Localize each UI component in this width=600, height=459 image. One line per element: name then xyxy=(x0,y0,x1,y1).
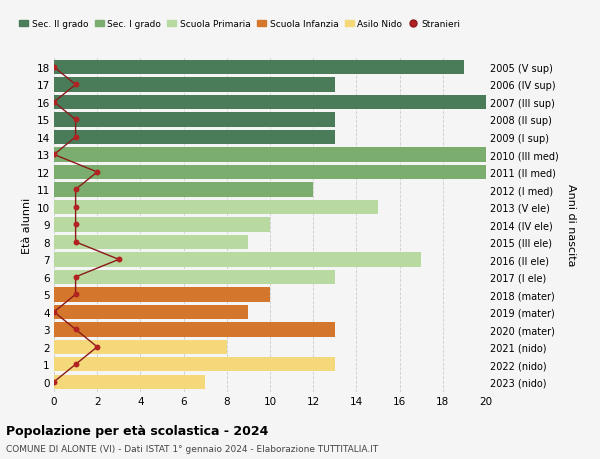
Bar xyxy=(54,130,335,145)
Point xyxy=(92,343,102,351)
Point xyxy=(71,239,80,246)
Bar xyxy=(54,375,205,389)
Point xyxy=(92,169,102,176)
Bar xyxy=(54,270,335,285)
Point xyxy=(49,99,59,106)
Bar xyxy=(54,358,335,372)
Bar xyxy=(54,287,270,302)
Point xyxy=(71,326,80,333)
Point xyxy=(49,378,59,386)
Bar xyxy=(54,252,421,267)
Point xyxy=(71,117,80,124)
Point xyxy=(71,186,80,194)
Text: COMUNE DI ALONTE (VI) - Dati ISTAT 1° gennaio 2024 - Elaborazione TUTTITALIA.IT: COMUNE DI ALONTE (VI) - Dati ISTAT 1° ge… xyxy=(6,444,378,453)
Bar xyxy=(54,235,248,250)
Bar xyxy=(54,323,335,337)
Bar xyxy=(54,218,270,232)
Bar xyxy=(54,165,486,180)
Point xyxy=(71,361,80,368)
Y-axis label: Anni di nascita: Anni di nascita xyxy=(566,184,575,266)
Bar xyxy=(54,113,335,127)
Point xyxy=(71,291,80,298)
Text: Popolazione per età scolastica - 2024: Popolazione per età scolastica - 2024 xyxy=(6,425,268,437)
Point xyxy=(71,82,80,89)
Legend: Sec. II grado, Sec. I grado, Scuola Primaria, Scuola Infanzia, Asilo Nido, Stran: Sec. II grado, Sec. I grado, Scuola Prim… xyxy=(16,17,464,33)
Point xyxy=(71,221,80,229)
Y-axis label: Età alunni: Età alunni xyxy=(22,197,32,253)
Bar xyxy=(54,78,335,92)
Bar xyxy=(54,95,486,110)
Point xyxy=(71,204,80,211)
Point xyxy=(71,274,80,281)
Point xyxy=(49,64,59,72)
Point xyxy=(49,308,59,316)
Bar xyxy=(54,340,227,354)
Point xyxy=(114,256,124,263)
Bar xyxy=(54,183,313,197)
Point xyxy=(71,134,80,141)
Bar xyxy=(54,148,486,162)
Bar xyxy=(54,61,464,75)
Point xyxy=(49,151,59,159)
Bar xyxy=(54,200,378,215)
Bar xyxy=(54,305,248,319)
